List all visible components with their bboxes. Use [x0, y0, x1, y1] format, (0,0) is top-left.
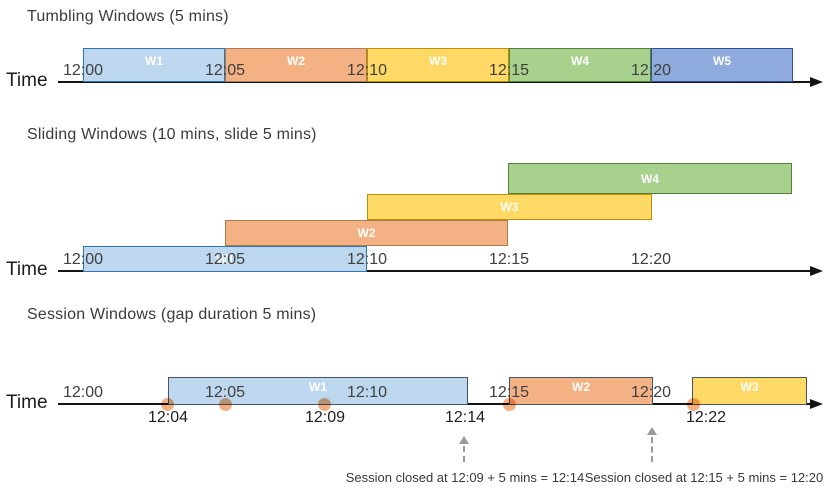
window-label: W2: [287, 54, 305, 68]
sliding-title: Sliding Windows (10 mins, slide 5 mins): [27, 126, 317, 143]
sliding-tick: 12:20: [630, 251, 672, 268]
sliding-window-w2: W2: [225, 220, 508, 246]
session-title: Session Windows (gap duration 5 mins): [27, 306, 317, 323]
event-time-label: 12:14: [444, 409, 486, 426]
window-label: W1: [145, 54, 163, 68]
tumbling-tick: 12:20: [630, 62, 672, 79]
sliding-axis-label: Time: [6, 259, 48, 280]
tumbling-tick: 12:10: [346, 62, 388, 79]
session-tick: 12:20: [630, 384, 672, 401]
window-label: W3: [740, 379, 759, 394]
event-dot: [318, 398, 331, 411]
annotation-arrow-icon: [647, 427, 657, 435]
sliding-timeline: [58, 270, 810, 272]
annotation-arrow-stem: [463, 446, 465, 462]
window-label: W1: [309, 379, 327, 394]
window-label: W5: [713, 54, 731, 68]
sliding-tick: 12:05: [204, 251, 246, 268]
tumbling-window-w4: W4: [509, 48, 651, 82]
session-window-w3: W3: [692, 377, 807, 405]
tumbling-window-w3: W3: [367, 48, 509, 82]
session-arrow-icon: [810, 399, 823, 409]
event-dot: [687, 398, 700, 411]
event-time-label: 12:22: [685, 409, 727, 426]
tumbling-window-w2: W2: [225, 48, 367, 82]
sliding-window-w4: W4: [508, 163, 792, 194]
window-label: W4: [571, 54, 589, 68]
event-dot: [503, 398, 516, 411]
tumbling-tick: 12:15: [488, 62, 530, 79]
sliding-tick: 12:15: [488, 251, 530, 268]
session-axis-label: Time: [6, 392, 48, 413]
window-label: W2: [572, 379, 590, 394]
session-close-annotation: Session closed at 12:15 + 5 mins = 12:20: [584, 470, 824, 485]
window-label: W1: [216, 252, 234, 266]
event-time-label: 12:04: [147, 409, 189, 426]
event-dot: [219, 398, 232, 411]
annotation-arrow-icon: [459, 436, 469, 444]
tumbling-timeline: [58, 81, 810, 83]
tumbling-window-w1: W1: [83, 48, 225, 82]
session-close-annotation: Session closed at 12:09 + 5 mins = 12:14: [345, 470, 585, 485]
window-label: W3: [429, 54, 447, 68]
session-window-w2: W2: [509, 377, 653, 405]
tumbling-tick: 12:00: [62, 62, 104, 79]
window-label: W3: [500, 200, 519, 214]
sliding-tick: 12:10: [346, 251, 388, 268]
session-tick: 12:00: [62, 384, 104, 401]
window-label: W4: [641, 171, 659, 186]
window-label: W2: [357, 226, 376, 240]
tumbling-tick: 12:05: [204, 62, 246, 79]
sliding-window-w3: W3: [367, 194, 652, 220]
session-tick: 12:15: [488, 384, 530, 401]
event-dot: [161, 398, 174, 411]
session-tick: 12:05: [204, 384, 246, 401]
sliding-arrow-icon: [810, 266, 823, 276]
tumbling-arrow-icon: [810, 77, 823, 87]
sliding-window-w1: W1: [83, 246, 367, 272]
event-time-label: 12:09: [304, 409, 346, 426]
tumbling-window-w5: W5: [651, 48, 793, 82]
sliding-tick: 12:00: [62, 251, 104, 268]
annotation-arrow-stem: [651, 437, 653, 462]
tumbling-title: Tumbling Windows (5 mins): [27, 8, 229, 25]
tumbling-axis-label: Time: [6, 70, 48, 91]
session-tick: 12:10: [346, 384, 388, 401]
